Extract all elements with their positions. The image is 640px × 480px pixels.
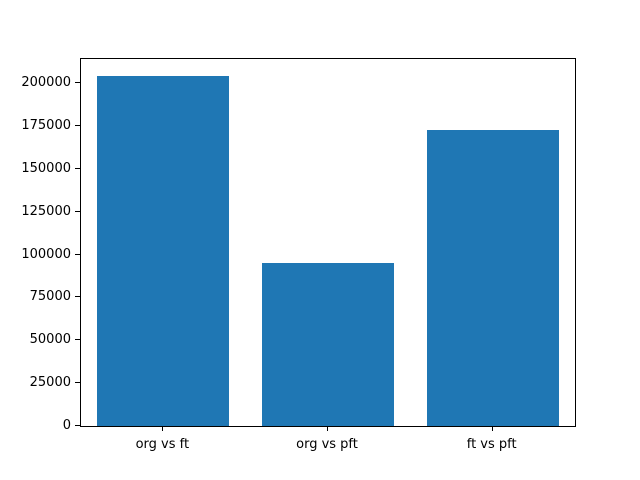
y-tick-mark xyxy=(75,382,80,384)
x-tick-mark xyxy=(491,426,493,431)
y-tick-label: 75000 xyxy=(29,289,71,305)
y-tick-mark xyxy=(75,296,80,298)
bar-org-vs-pft xyxy=(262,263,394,426)
y-tick-mark xyxy=(75,167,80,169)
y-tick-mark xyxy=(75,339,80,341)
y-tick-label: 200000 xyxy=(21,75,71,91)
x-tick-label: ft vs pft xyxy=(466,437,517,452)
y-tick-label: 125000 xyxy=(21,203,71,219)
y-tick-mark xyxy=(75,425,80,426)
y-tick-label: 50000 xyxy=(29,332,71,348)
x-tick-mark xyxy=(327,426,328,431)
bar-ft-vs-pft xyxy=(426,129,559,426)
y-tick-label: 25000 xyxy=(29,375,71,391)
y-tick-mark xyxy=(75,253,80,255)
x-tick-label: org vs pft xyxy=(296,437,358,452)
x-tick-label: org vs ft xyxy=(135,437,190,452)
y-tick-label: 0 xyxy=(62,418,71,433)
y-tick-label: 100000 xyxy=(21,246,71,262)
y-tick-mark xyxy=(75,125,80,127)
x-tick-mark xyxy=(162,426,164,431)
plot-area xyxy=(80,58,576,427)
y-tick-label: 175000 xyxy=(21,118,71,134)
y-tick-mark xyxy=(75,82,80,84)
bar-org-vs-ft xyxy=(97,76,230,426)
y-tick-label: 150000 xyxy=(21,160,71,176)
y-tick-mark xyxy=(75,210,80,212)
